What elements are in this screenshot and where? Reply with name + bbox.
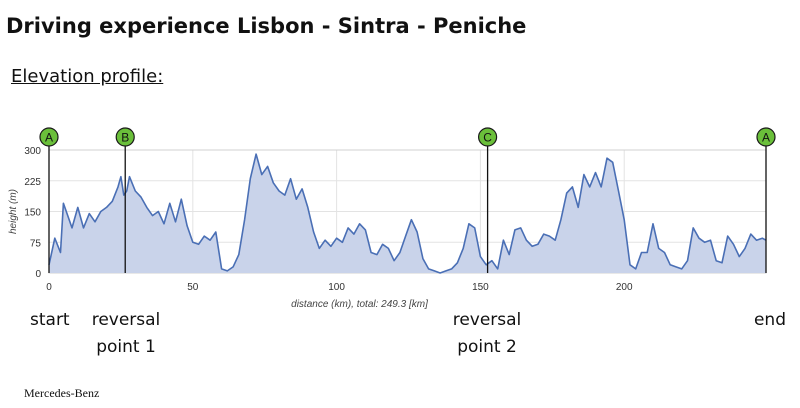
y-tick-label: 300	[24, 146, 41, 157]
x-tick-label: 150	[472, 282, 489, 293]
waypoint-label: B	[121, 131, 129, 145]
y-axis-title: height (m)	[8, 189, 19, 234]
waypoint-marker	[477, 127, 498, 147]
x-tick-label: 0	[46, 282, 52, 293]
waypoint-label: A	[45, 131, 53, 145]
brand-logo-text: Mercedes-Benz	[24, 386, 100, 400]
caption-reversal-2: reversal point 2	[441, 307, 533, 361]
waypoint-marker	[39, 127, 59, 147]
section-subtitle: Elevation profile:	[11, 66, 164, 87]
y-tick-label: 225	[24, 177, 41, 188]
y-tick-label: 0	[35, 269, 41, 280]
caption-reversal-1-line2: point 1	[96, 337, 156, 357]
y-tick-label: 75	[30, 238, 42, 249]
caption-reversal-1-line1: reversal	[91, 310, 161, 330]
x-tick-label: 50	[187, 282, 199, 293]
waypoint-label: C	[483, 131, 492, 145]
page-title: Driving experience Lisbon - Sintra - Pen…	[6, 14, 527, 38]
caption-reversal-2-line1: reversal	[452, 310, 522, 330]
y-tick-label: 150	[24, 208, 41, 219]
caption-end: end	[753, 310, 786, 330]
waypoint-label: A	[762, 131, 770, 145]
x-axis-title: distance (km), total: 249.3 [km]	[291, 299, 428, 310]
elevation-area	[49, 154, 766, 273]
caption-start: start	[30, 310, 70, 330]
caption-reversal-1: reversal point 1	[80, 307, 172, 361]
x-tick-label: 100	[328, 282, 345, 293]
x-tick-label: 200	[616, 282, 633, 293]
waypoint-marker	[115, 127, 135, 147]
elevation-line	[48, 153, 767, 274]
waypoint-marker	[756, 127, 776, 147]
caption-reversal-2-line2: point 2	[457, 337, 517, 357]
